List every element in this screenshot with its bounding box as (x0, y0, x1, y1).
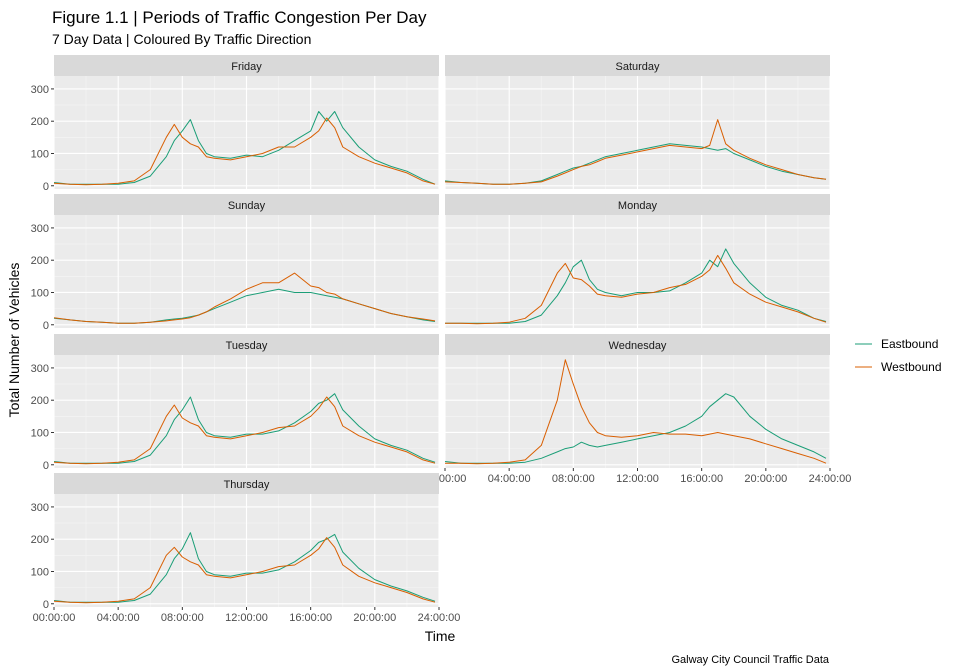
strip-saturday (445, 55, 830, 76)
chart-title: Figure 1.1 | Periods of Traffic Congesti… (52, 8, 427, 27)
strip-thursday (54, 473, 439, 494)
y-tick-label: 300 (31, 84, 49, 96)
series-line-eastbound-friday (53, 111, 436, 185)
y-axis-title: Total Number of Vehicles (6, 263, 22, 418)
x-axis-title: Time (425, 628, 456, 644)
strip-label-friday: Friday (231, 61, 262, 73)
chart-subtitle: 7 Day Data | Coloured By Traffic Directi… (52, 31, 311, 47)
series-line-eastbound-tuesday (53, 393, 436, 464)
series-line-eastbound-monday (445, 248, 827, 324)
x-tick-label: 16:00:00 (289, 612, 332, 624)
x-tick-label: 04:00:00 (97, 612, 140, 624)
legend: Eastbound Westbound (855, 337, 942, 374)
strip-monday (445, 194, 830, 215)
y-tick-label: 200 (31, 395, 49, 407)
y-tick-label: 200 (31, 534, 49, 546)
y-tick-label: 100 (31, 566, 49, 578)
strip-wednesday (445, 334, 830, 355)
facet-panels: Friday 0 100 200 300 Saturday Sunday 0 100 200 300… (31, 55, 852, 624)
y-tick-label: 100 (31, 287, 49, 299)
series-line-westbound-monday (445, 254, 827, 325)
strip-friday (54, 55, 439, 76)
y-tick-label: 100 (31, 148, 49, 160)
chart-caption: Galway City Council Traffic Data (671, 654, 829, 666)
legend-label-eastbound: Eastbound (881, 337, 938, 351)
x-tick-label: 24:00:00 (809, 473, 852, 485)
x-tick-label: 16:00:00 (680, 473, 723, 485)
x-tick-label: 00:00:00 (33, 612, 76, 624)
series-line-westbound-sunday (53, 272, 436, 324)
y-tick-label: 0 (43, 181, 49, 193)
y-tick-label: 300 (31, 363, 49, 375)
series-line-westbound-tuesday (53, 396, 436, 465)
x-tick-label: 20:00:00 (353, 612, 396, 624)
panel-sunday: Sunday 0 100 200 300 (31, 194, 440, 332)
y-tick-label: 200 (31, 255, 49, 267)
panel-saturday: Saturday (444, 55, 831, 189)
panel-monday: Monday (444, 194, 831, 328)
panel-friday: Friday 0 100 200 300 (31, 55, 440, 193)
series-line-eastbound-wednesday (444, 393, 827, 464)
y-tick-label: 0 (43, 460, 49, 472)
y-tick-label: 300 (31, 223, 49, 235)
x-tick-label: 08:00:00 (552, 473, 595, 485)
series-line-westbound-friday (53, 117, 436, 186)
strip-tuesday (54, 334, 439, 355)
y-tick-label: 200 (31, 116, 49, 128)
strip-label-saturday: Saturday (615, 61, 660, 73)
strip-label-thursday: Thursday (224, 479, 270, 491)
x-tick-label: 04:00:00 (488, 473, 531, 485)
strip-label-tuesday: Tuesday (226, 340, 268, 352)
series-line-westbound-wednesday (445, 359, 827, 465)
series-line-eastbound-thursday (53, 532, 436, 603)
legend-label-westbound: Westbound (881, 360, 942, 374)
y-tick-label: 0 (43, 320, 49, 332)
panel-tuesday: Tuesday 0 100 200 300 (31, 334, 440, 472)
x-tick-label: 20:00:00 (744, 473, 787, 485)
strip-sunday (54, 194, 439, 215)
series-line-westbound-saturday (444, 119, 827, 185)
strip-label-monday: Monday (618, 200, 658, 212)
y-tick-label: 300 (31, 502, 49, 514)
x-tick-label: 08:00:00 (161, 612, 204, 624)
x-tick-label: 24:00:00 (418, 612, 461, 624)
strip-label-sunday: Sunday (228, 200, 266, 212)
panel-thursday: Thursday 0 100 200 300 00:00:00 04:00:00 08:00:… (31, 473, 461, 624)
x-tick-label: 12:00:00 (616, 473, 659, 485)
strip-label-wednesday: Wednesday (609, 340, 667, 352)
series-line-westbound-thursday (53, 537, 436, 604)
x-tick-label: 12:00:00 (225, 612, 268, 624)
y-tick-label: 0 (43, 599, 49, 611)
y-tick-label: 100 (31, 427, 49, 439)
